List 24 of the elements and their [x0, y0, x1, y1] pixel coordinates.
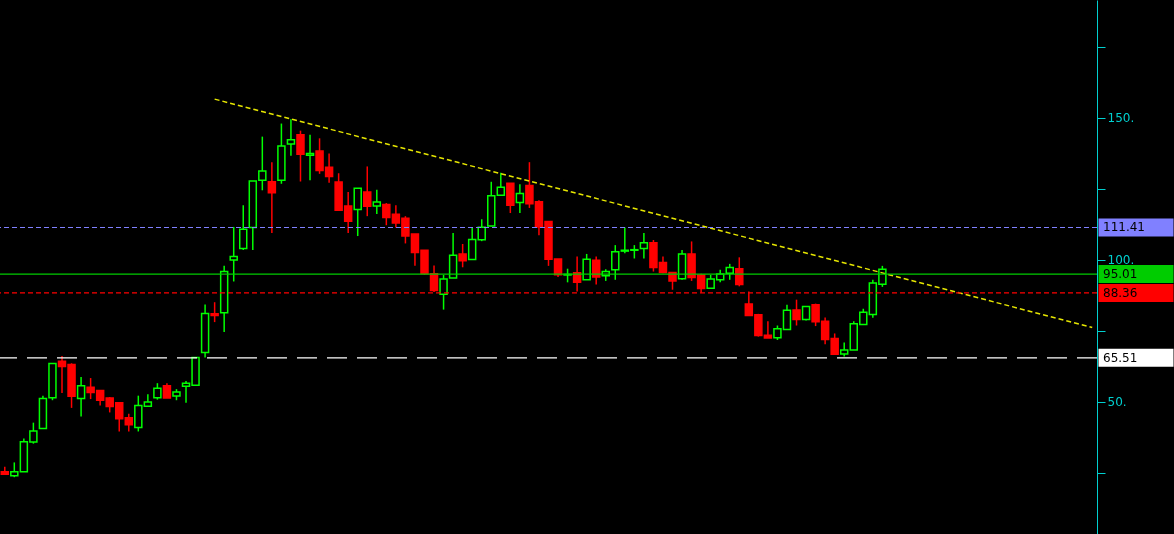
- ref-line-label: 88.36: [1103, 285, 1138, 300]
- candlestick: [506, 182, 515, 214]
- candlestick: [639, 232, 649, 260]
- candlestick: [210, 301, 219, 323]
- candlestick: [792, 298, 801, 327]
- candlestick: [458, 243, 467, 269]
- ref-line-label: 95.01: [1103, 267, 1138, 282]
- candlestick: [353, 187, 362, 237]
- candlestick: [296, 129, 305, 183]
- ref-line-label: 65.51: [1103, 350, 1138, 365]
- candlestick: [229, 226, 238, 283]
- candlestick: [515, 183, 525, 214]
- candlestick: [286, 118, 296, 157]
- candlestick: [363, 165, 372, 217]
- y-tick-label: 50.: [1107, 395, 1127, 410]
- ref-line-label: 111.41: [1103, 220, 1145, 235]
- y-tick-label: 150.: [1107, 111, 1135, 126]
- candlestick: [76, 376, 86, 418]
- candlestick: [582, 253, 591, 281]
- candlestick: [735, 256, 744, 288]
- candlestick: [267, 161, 277, 234]
- candlestick: [239, 204, 248, 251]
- candlestick: [372, 188, 382, 215]
- y-tick-label: 100.: [1107, 253, 1135, 268]
